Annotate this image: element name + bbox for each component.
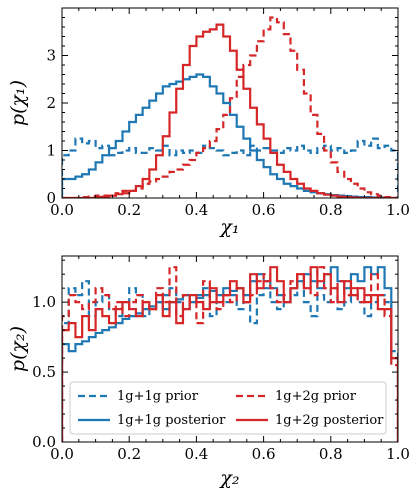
bottom-x-tick-label: 0.8 — [319, 445, 343, 463]
bottom-ticks-group: 0.0 0.2 0.4 0.6 0.8 1.0 0.0 0.5 1.0 — [32, 256, 410, 463]
top-x-tick-label: 0.2 — [117, 201, 141, 219]
legend-label-1g2g-prior: 1g+2g prior — [275, 389, 357, 404]
top-y-tick-label: 1 — [46, 142, 56, 160]
legend-label-1g1g-prior: 1g+1g prior — [117, 389, 199, 404]
top-x-tick-label: 0.6 — [252, 201, 276, 219]
top-x-tick-label: 0.0 — [50, 201, 74, 219]
top-panel: 0.0 0.2 0.4 0.6 0.8 1.0 0 1 2 3 χ₁ p(χ₁) — [7, 7, 410, 238]
legend-label-1g2g-posterior: 1g+2g posterior — [275, 413, 384, 428]
bottom-x-tick-label: 0.4 — [184, 445, 208, 463]
top-x-tick-label: 1.0 — [386, 201, 410, 219]
top-y-axis-label: p(χ₁) — [7, 80, 29, 126]
top-series-1g-1g-prior — [62, 137, 398, 198]
bottom-x-tick-label: 0.2 — [117, 445, 141, 463]
bottom-series-group — [62, 266, 398, 442]
bottom-x-tick-label: 0.0 — [50, 445, 74, 463]
top-x-axis-label: χ₁ — [218, 216, 239, 238]
bottom-x-tick-label: 0.6 — [252, 445, 276, 463]
bottom-y-tick-label: 0.5 — [32, 363, 56, 381]
top-x-tick-label: 0.8 — [319, 201, 343, 219]
top-series-group — [62, 16, 398, 198]
top-y-tick-label: 3 — [46, 47, 56, 65]
top-ticks-group: 0.0 0.2 0.4 0.6 0.8 1.0 0 1 2 3 — [46, 7, 410, 219]
legend-label-1g1g-posterior: 1g+1g posterior — [117, 413, 226, 428]
top-y-tick-label: 0 — [46, 189, 56, 207]
bottom-series-1g-2g-posterior — [62, 266, 398, 442]
bottom-y-tick-label: 0.0 — [32, 433, 56, 451]
bottom-y-axis-label: p(χ₂) — [7, 326, 29, 372]
top-y-tick-label: 2 — [46, 94, 56, 112]
bottom-y-tick-label: 1.0 — [32, 293, 56, 311]
bottom-x-axis-label: χ₂ — [218, 467, 239, 489]
legend: 1g+1g prior 1g+2g prior 1g+1g posterior … — [69, 381, 387, 435]
bottom-panel: 0.0 0.2 0.4 0.6 0.8 1.0 0.0 0.5 1.0 χ₂ p(χ₂) 1g+… — [7, 255, 410, 489]
bottom-x-tick-label: 1.0 — [386, 445, 410, 463]
legend-box — [69, 381, 387, 435]
top-x-tick-label: 0.4 — [184, 201, 208, 219]
